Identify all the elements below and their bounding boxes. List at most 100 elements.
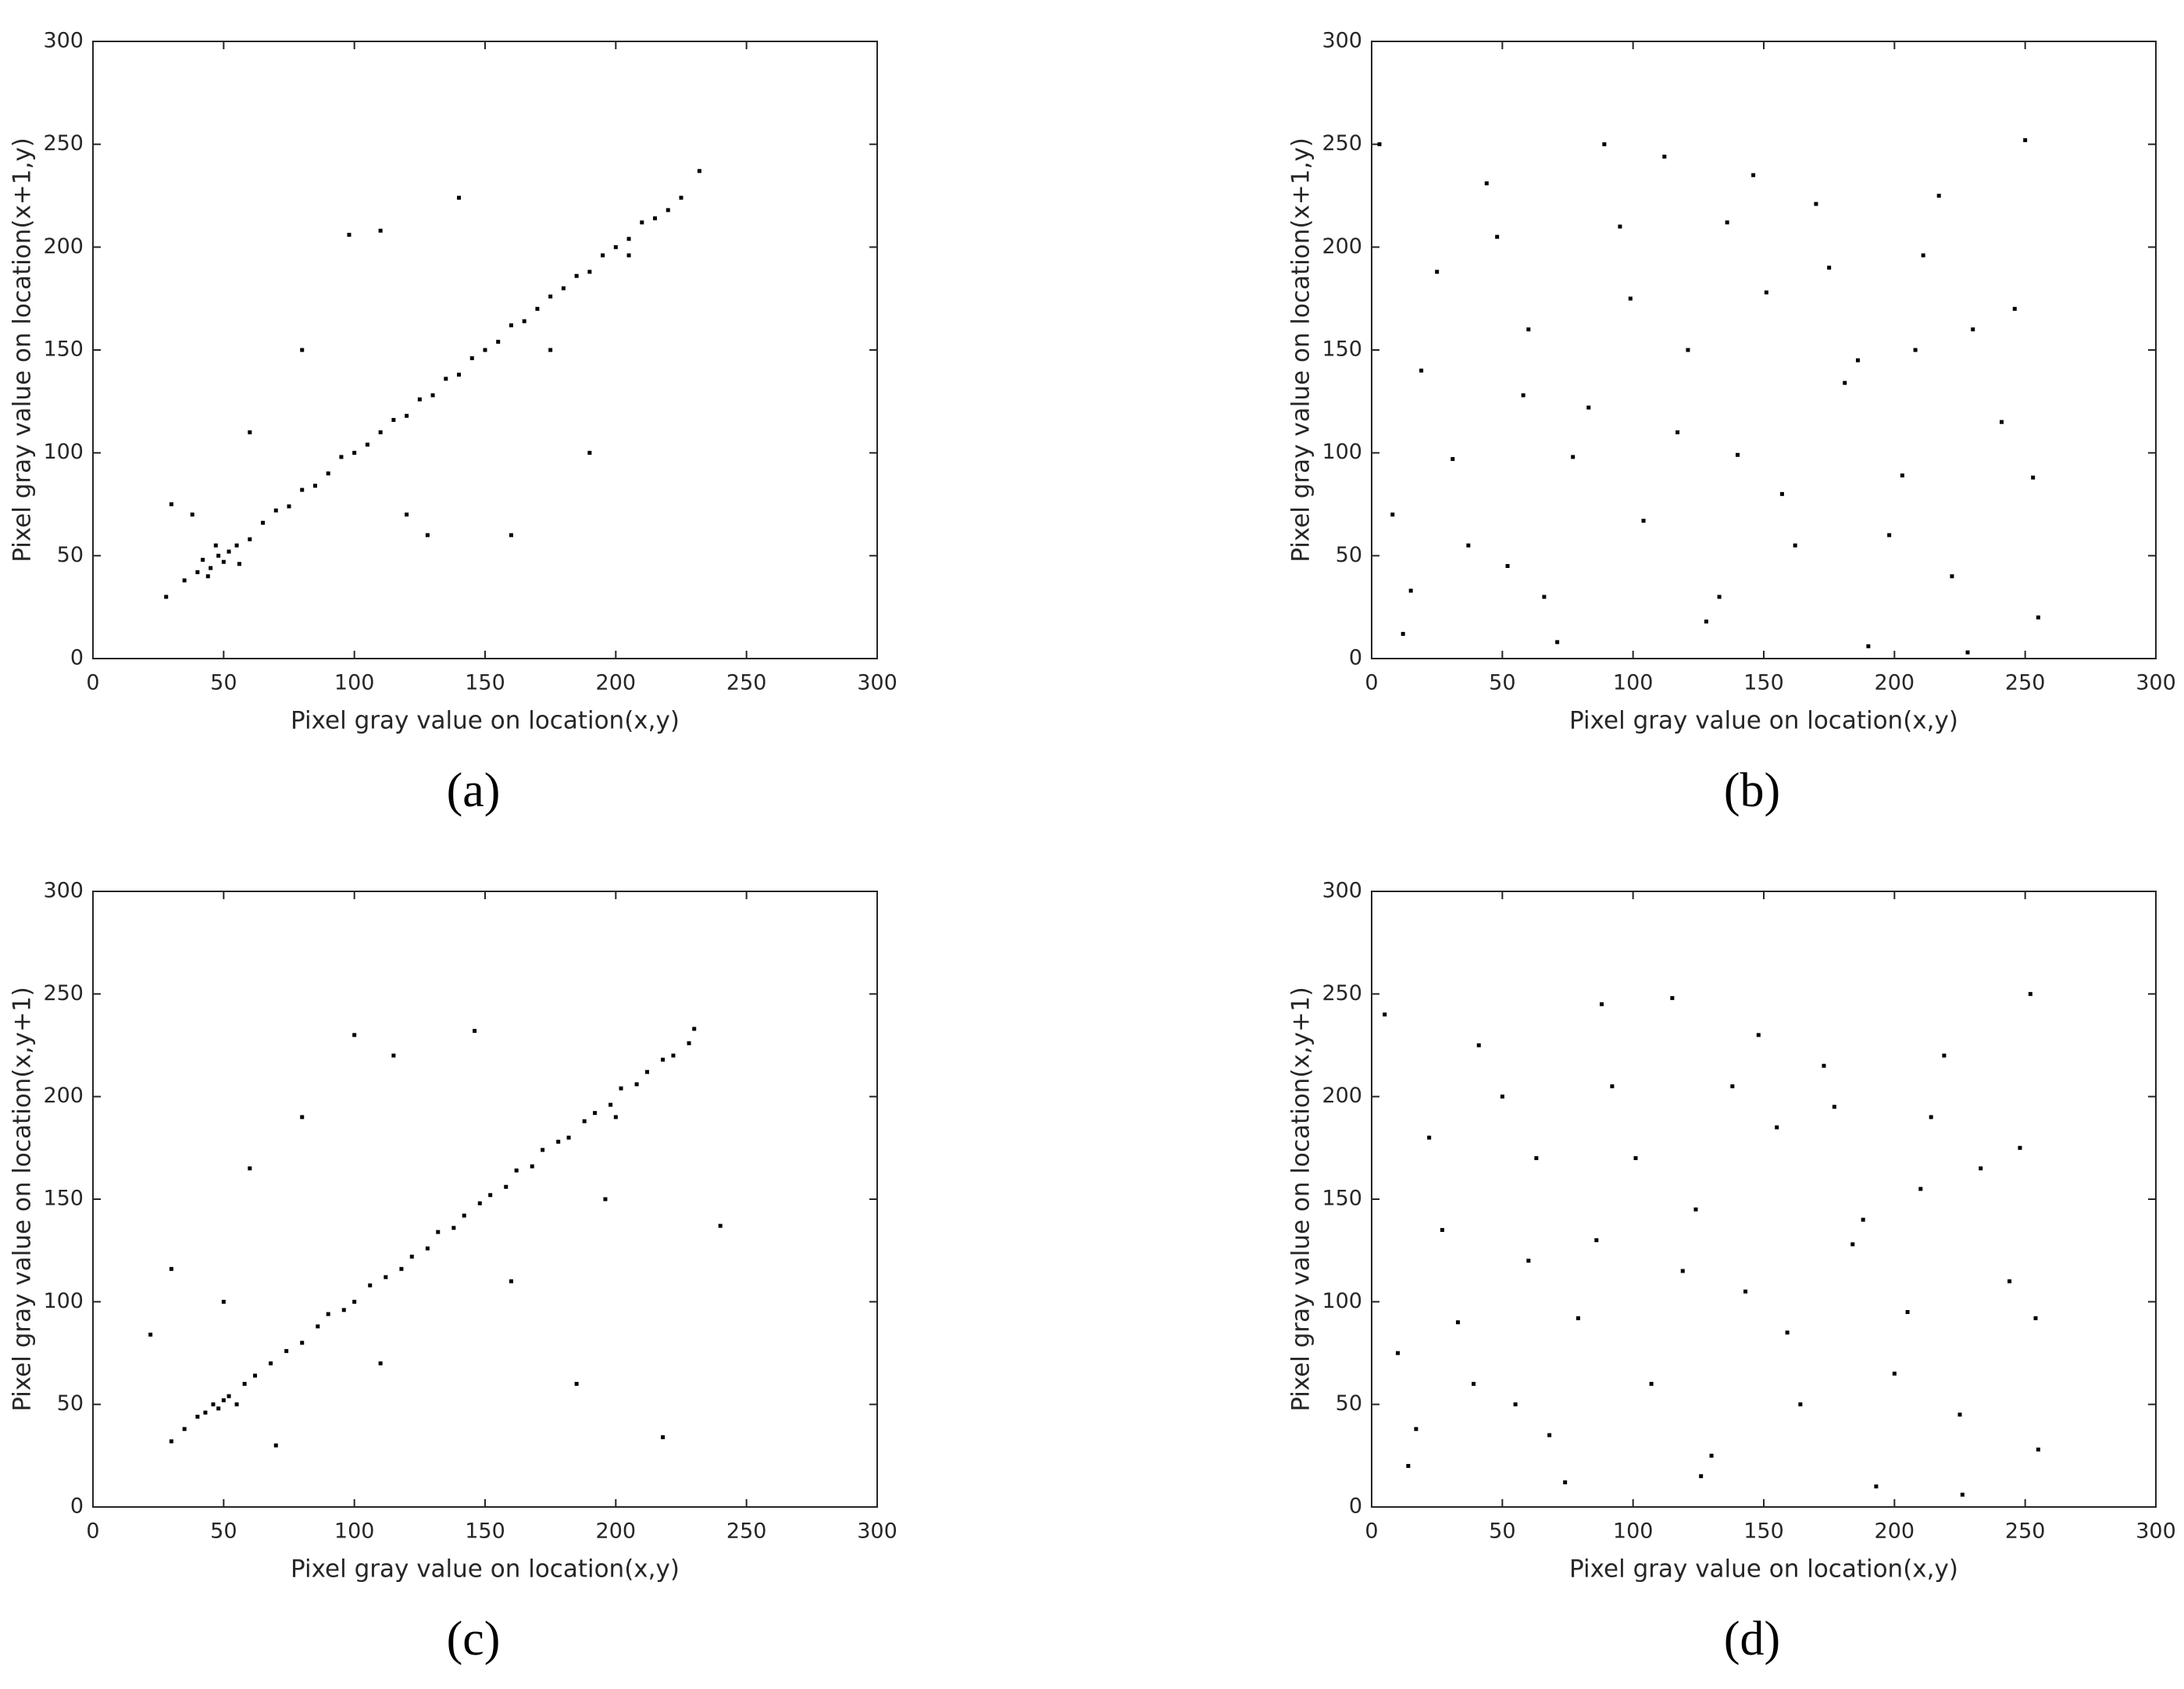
point [1395, 1351, 1400, 1355]
y-tick-label: 300 [43, 879, 84, 903]
point [1936, 194, 1941, 198]
point [300, 1341, 305, 1345]
point [504, 1184, 509, 1189]
point [1628, 296, 1633, 301]
point [1730, 1084, 1735, 1089]
y-tick-label: 250 [43, 981, 84, 1005]
point [2012, 306, 2017, 311]
point [1455, 1320, 1460, 1325]
panel-label: (b) [1724, 764, 1780, 817]
point [582, 1119, 587, 1123]
y-tick-label: 100 [1322, 1289, 1362, 1313]
point [1798, 1402, 1803, 1407]
point [252, 1373, 257, 1378]
point [661, 1435, 666, 1440]
point [1843, 380, 1847, 385]
point [1827, 266, 1832, 270]
point [378, 430, 383, 434]
point [399, 1266, 404, 1271]
point [1756, 1033, 1761, 1037]
x-tick-label: 50 [1489, 1519, 1515, 1544]
point [679, 195, 683, 200]
point [1377, 142, 1382, 147]
x-tick-label: 0 [1365, 671, 1378, 695]
point [1505, 564, 1510, 568]
point [1500, 1094, 1504, 1099]
point [608, 1102, 613, 1107]
point [1435, 270, 1440, 274]
point [205, 574, 210, 579]
point [1957, 1412, 1962, 1417]
y-axis-label: Pixel gray value on location(x+1,y) [1287, 137, 1315, 562]
y-tick-label: 0 [1349, 1494, 1362, 1519]
point [190, 512, 194, 517]
point [1779, 491, 1784, 496]
point [1775, 1125, 1779, 1130]
x-tick-label: 100 [334, 1519, 375, 1544]
point [601, 253, 605, 258]
x-tick-label: 300 [2136, 671, 2176, 695]
x-tick-label: 150 [465, 1519, 505, 1544]
point [425, 1246, 430, 1251]
point [2031, 475, 2036, 480]
point [587, 451, 592, 455]
point [1709, 1453, 1714, 1458]
point [1600, 1002, 1604, 1006]
point [365, 442, 369, 447]
point [634, 1082, 639, 1087]
point [316, 1324, 320, 1329]
x-tick-label: 300 [857, 671, 898, 695]
x-tick-label: 200 [1875, 671, 1915, 695]
point [1921, 253, 1925, 258]
point [574, 273, 579, 278]
x-tick-label: 250 [726, 1519, 767, 1544]
point [2033, 1316, 2038, 1320]
point [1414, 1427, 1419, 1431]
point [640, 220, 644, 225]
point [2023, 137, 2028, 142]
point [548, 348, 553, 352]
point [477, 1201, 482, 1205]
point [692, 1027, 697, 1031]
x-tick-label: 50 [1489, 671, 1515, 695]
point [211, 1402, 216, 1407]
point [496, 339, 501, 344]
point [425, 533, 430, 537]
y-tick-label: 300 [1322, 879, 1362, 903]
point [1472, 1381, 1476, 1386]
y-tick-label: 50 [57, 1391, 84, 1416]
x-tick-label: 250 [2005, 1519, 2046, 1544]
y-tick-label: 150 [43, 1187, 84, 1211]
y-tick-label: 100 [43, 440, 84, 464]
point [221, 559, 226, 564]
axes-box [1371, 891, 2157, 1508]
point [203, 1410, 208, 1415]
point [1513, 1402, 1518, 1407]
point [169, 502, 173, 506]
point [2000, 420, 2004, 424]
x-tick-label: 200 [596, 671, 637, 695]
point [1547, 1433, 1552, 1437]
point [164, 595, 169, 599]
point [626, 237, 631, 241]
point [1440, 1227, 1444, 1232]
y-tick-label: 300 [43, 29, 84, 53]
point [1571, 455, 1576, 459]
point [326, 1312, 330, 1316]
point [2036, 615, 2040, 620]
point [613, 1115, 618, 1119]
x-tick-label: 250 [726, 671, 767, 695]
point [269, 1361, 273, 1366]
point [1822, 1063, 1826, 1068]
point [1979, 1166, 1983, 1171]
point [1704, 620, 1708, 624]
point [213, 543, 218, 548]
point [248, 537, 252, 541]
point [566, 1135, 571, 1140]
y-axis-label: Pixel gray value on location(x,y+1) [9, 987, 37, 1412]
point [347, 233, 352, 237]
point [209, 566, 213, 570]
y-axis-label: Pixel gray value on location(x+1,y) [9, 137, 37, 562]
point [556, 1139, 561, 1144]
point [535, 306, 540, 311]
